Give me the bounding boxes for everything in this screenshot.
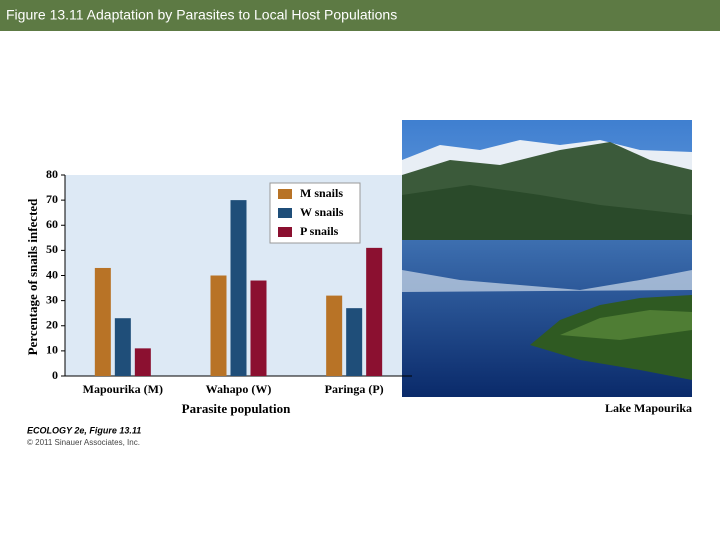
header-title: Figure 13.11 Adaptation by Parasites to …	[6, 7, 397, 23]
x-tick-label: Paringa (P)	[325, 382, 384, 396]
credit-book: ECOLOGY 2e, Figure 13.11	[27, 425, 141, 435]
bar	[366, 247, 383, 376]
y-tick-label: 80	[46, 167, 58, 181]
legend-label: W snails	[300, 205, 344, 219]
y-tick-label: 30	[46, 292, 58, 306]
bar	[94, 267, 111, 376]
y-tick-label: 0	[52, 368, 58, 382]
bar	[326, 295, 343, 376]
y-tick-label: 40	[46, 267, 58, 281]
bar	[230, 200, 247, 376]
y-tick-label: 10	[46, 343, 58, 357]
x-axis-label: Parasite population	[182, 401, 291, 416]
y-tick-label: 70	[46, 192, 58, 206]
y-tick-label: 50	[46, 242, 58, 256]
bar	[210, 275, 227, 376]
lake-photo	[402, 120, 692, 397]
x-tick-label: Mapourika (M)	[83, 382, 163, 396]
y-tick-label: 20	[46, 318, 58, 332]
legend-swatch	[278, 208, 292, 218]
y-tick-label: 60	[46, 217, 58, 231]
legend-label: M snails	[300, 186, 343, 200]
bar	[114, 318, 131, 376]
photo-caption: Lake Mapourika	[605, 401, 692, 415]
x-tick-label: Wahapo (W)	[206, 382, 272, 396]
bar	[250, 280, 267, 376]
legend-swatch	[278, 189, 292, 199]
y-axis-label: Percentage of snails infected	[25, 198, 40, 356]
legend-label: P snails	[300, 224, 339, 238]
header-bar	[0, 0, 720, 31]
bar	[134, 348, 151, 376]
legend-swatch	[278, 227, 292, 237]
bar	[346, 308, 363, 376]
credit-copyright: © 2011 Sinauer Associates, Inc.	[27, 438, 140, 447]
